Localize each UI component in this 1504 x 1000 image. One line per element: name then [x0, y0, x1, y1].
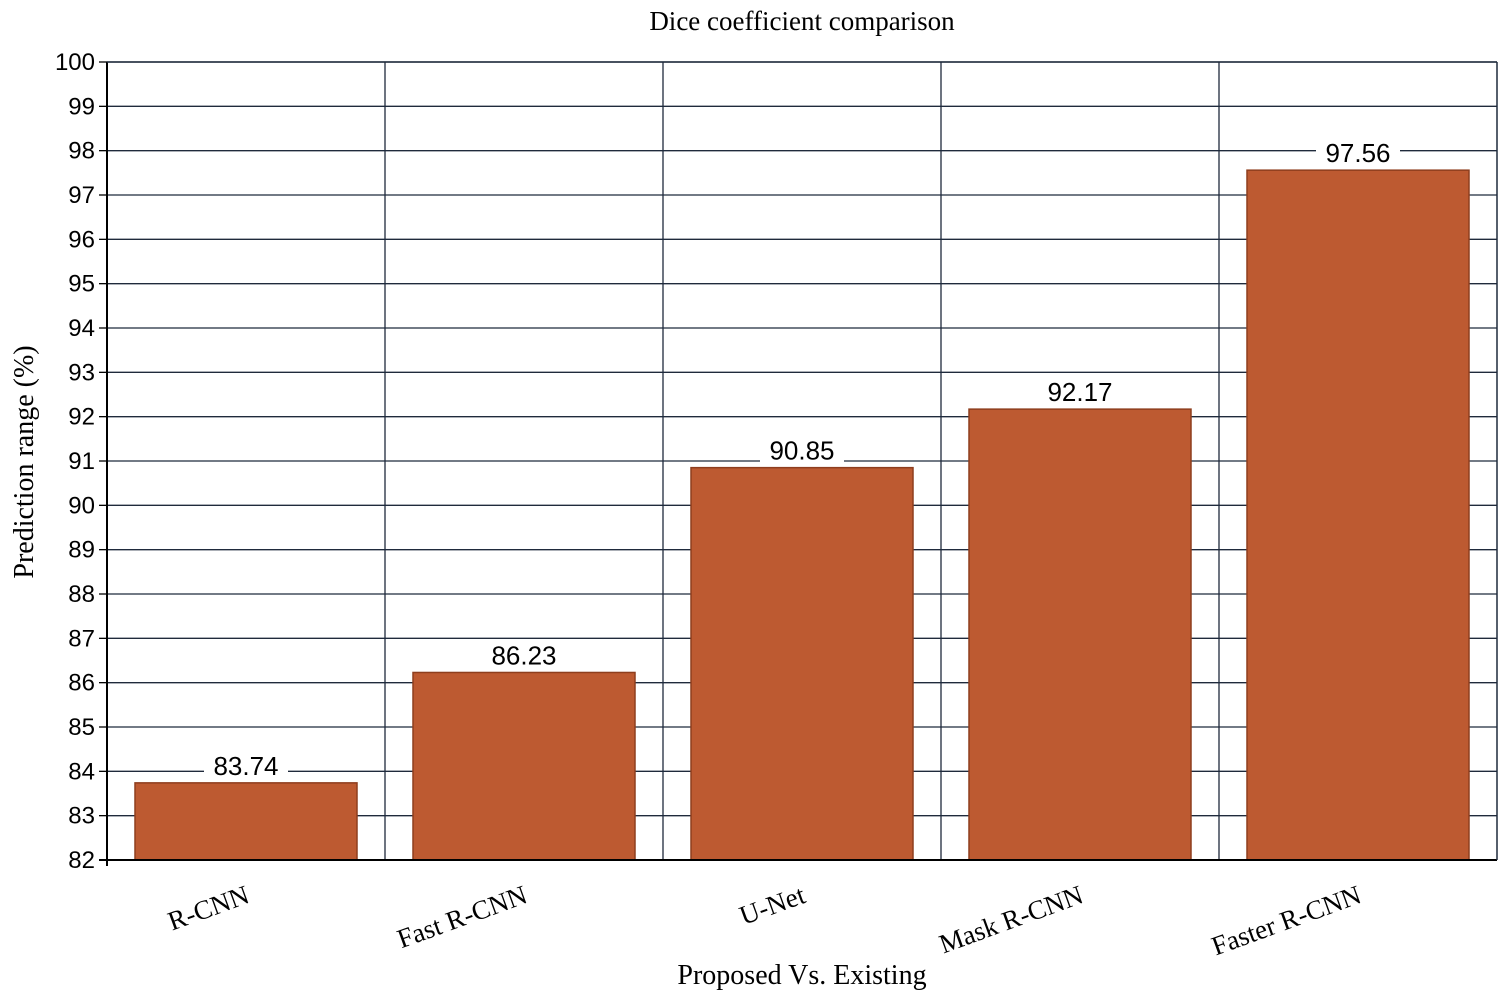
y-tick-label: 95: [68, 271, 95, 298]
bar: [134, 782, 358, 861]
bar: [690, 466, 914, 861]
data-label-background: [760, 435, 844, 466]
chart-title: Dice coefficient comparison: [649, 6, 955, 36]
y-tick-label: 92: [68, 404, 95, 431]
data-label: 92.17: [1047, 377, 1112, 407]
y-tick-labels: 82 83 84 85 86 87 88 89 90 91 92 93 94 95 96 97 98 99 100: [55, 49, 95, 874]
y-tick-label: 94: [68, 315, 95, 342]
x-tick-label: R-CNN: [164, 879, 253, 936]
data-label: 90.85: [769, 436, 834, 466]
y-tick-label: 96: [68, 226, 95, 253]
x-tick-label: Mask R-CNN: [935, 879, 1087, 959]
y-tick-label: 83: [68, 803, 95, 830]
plot-frame: [99, 61, 1498, 866]
y-tick-label: 91: [68, 448, 95, 475]
data-label: 86.23: [491, 640, 556, 670]
x-axis-label: Proposed Vs. Existing: [677, 960, 926, 991]
y-tick-label: 82: [68, 847, 95, 874]
y-tick-label: 98: [68, 138, 95, 165]
data-label-background: [1038, 377, 1122, 408]
x-tick-label: Faster R-CNN: [1207, 879, 1365, 961]
y-tick-label: 85: [68, 714, 95, 741]
y-tick-label: 88: [68, 581, 95, 608]
y-axis-label: Prediction range (%): [9, 345, 40, 578]
bar: [968, 408, 1192, 861]
y-tick-label: 89: [68, 537, 95, 564]
data-label: 83.74: [213, 751, 278, 781]
bars: [134, 169, 1470, 861]
data-label-background: [1316, 138, 1400, 169]
bar: [1246, 169, 1470, 861]
data-labels: 83.74 86.23 90.85 92.17 97.56: [204, 138, 1400, 781]
data-label-background: [482, 640, 566, 671]
y-tick-label: 90: [68, 492, 95, 519]
y-tick-label: 100: [55, 49, 95, 76]
y-tick-label: 99: [68, 93, 95, 120]
y-tick-label: 87: [68, 625, 95, 652]
x-tick-labels: R-CNN Fast R-CNN U-Net Mask R-CNN Faster R-C…: [164, 879, 1365, 961]
y-tick-label: 93: [68, 359, 95, 386]
x-tick-label: U-Net: [735, 879, 809, 930]
y-tick-label: 97: [68, 182, 95, 209]
x-tick-label: Fast R-CNN: [393, 879, 531, 954]
data-label-background: [204, 750, 288, 781]
y-tick-label: 84: [68, 758, 95, 785]
data-label: 97.56: [1325, 138, 1390, 168]
y-tick-label: 86: [68, 670, 95, 697]
bar: [412, 671, 636, 861]
